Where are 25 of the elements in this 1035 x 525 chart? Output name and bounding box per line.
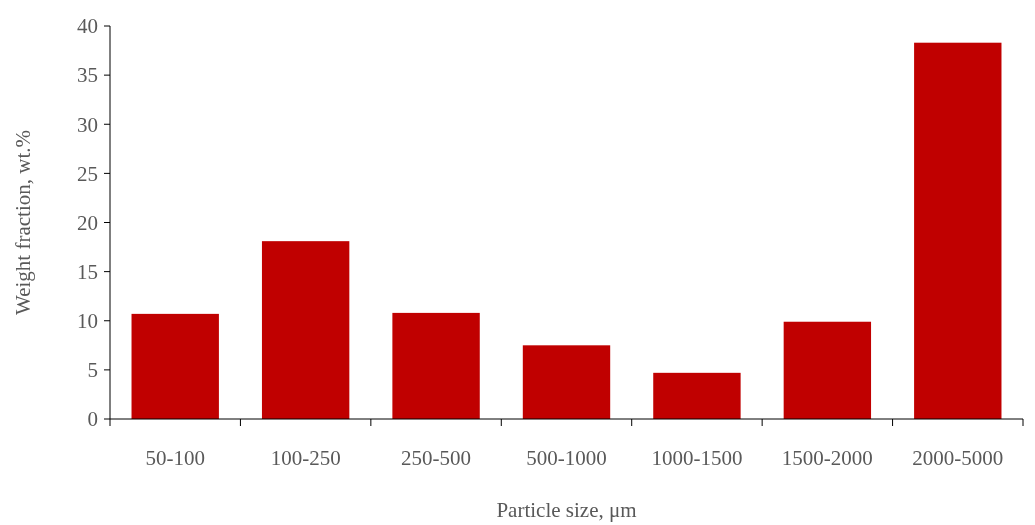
y-tick-label: 40 [77,14,98,39]
bar [131,313,219,419]
y-axis-title: Weight fraction, wt.% [11,130,35,315]
x-tick-label: 500-1000 [526,446,607,470]
x-tick-label: 100-250 [270,446,341,470]
bar [522,345,611,419]
y-tick-label: 0 [87,407,98,432]
y-tick-label: 15 [77,259,98,284]
y-tick-label: 5 [87,358,98,383]
y-tick-label: 10 [77,309,98,334]
y-tick-label: 30 [77,112,98,137]
bar [783,321,872,419]
x-tick-label: 1500-2000 [781,446,873,470]
bar [914,42,1002,419]
y-tick-label: 20 [77,210,98,235]
y-tick-label: 25 [77,161,98,186]
x-axis-title: Particle size, μm [496,498,637,522]
bar [653,372,741,419]
x-tick-label: 2000-5000 [912,446,1004,470]
y-tick-label: 35 [77,63,98,88]
x-tick-label: 250-500 [401,446,472,470]
bar [392,312,480,419]
x-tick-label: 50-100 [145,446,205,470]
bar [261,241,350,419]
x-tick-label: 1000-1500 [651,446,743,470]
